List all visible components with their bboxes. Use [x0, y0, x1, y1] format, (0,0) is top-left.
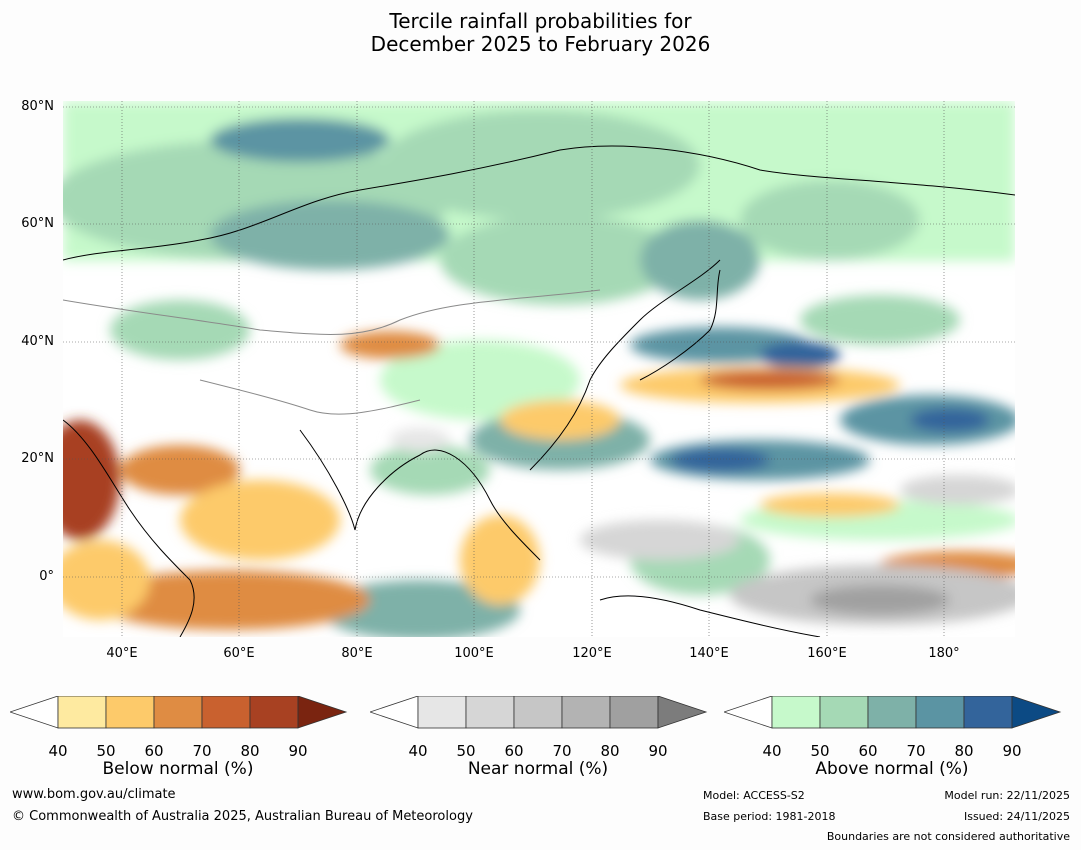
cb-near-tick: 50 — [456, 742, 476, 760]
cb-near-tick: 60 — [504, 742, 524, 760]
cb-above-tick: 90 — [1002, 742, 1022, 760]
cb-above-tick: 40 — [762, 742, 782, 760]
lon-label-40e: 40°E — [106, 646, 138, 661]
lon-label-160e: 160°E — [807, 646, 847, 661]
cb-above-seg-5 — [963, 696, 1013, 729]
cb-above-seg-6 — [1011, 696, 1062, 729]
map-field — [63, 101, 1015, 637]
cb-above-seg-0 — [724, 696, 773, 729]
cb-below-seg-6 — [297, 696, 348, 729]
lat-label-40n: 40°N — [21, 334, 54, 349]
cb-near-seg-1 — [417, 696, 467, 729]
lat-label-0: 0° — [39, 569, 54, 584]
cb-above-seg-2 — [819, 696, 869, 729]
lon-label-180: 180° — [928, 646, 960, 661]
issued-date: Issued: 24/11/2025 — [963, 810, 1070, 823]
cb-above-seg-1 — [771, 696, 821, 729]
cb-below-tick: 90 — [288, 742, 308, 760]
cb-below-tick: 60 — [144, 742, 164, 760]
lat-label-60n: 60°N — [21, 216, 54, 231]
cb-near-tick: 40 — [408, 742, 428, 760]
cb-below-seg-2 — [105, 696, 155, 729]
map-title-line-1: Tercile rainfall probabilities for — [389, 9, 692, 33]
boundaries-disclaimer: Boundaries are not considered authoritat… — [826, 830, 1070, 843]
cb-below-seg-0 — [10, 696, 59, 729]
cb-near-seg-5 — [609, 696, 659, 729]
model-run-date: Model run: 22/11/2025 — [944, 789, 1070, 802]
lon-label-100e: 100°E — [454, 646, 494, 661]
cb-below-label: Below normal (%) — [102, 759, 254, 779]
lon-label-120e: 120°E — [572, 646, 612, 661]
colorbar-above-normal — [724, 696, 1062, 729]
cb-below-seg-1 — [57, 696, 107, 729]
cb-below-seg-3 — [153, 696, 203, 729]
cb-near-seg-2 — [465, 696, 515, 729]
cb-above-tick: 70 — [906, 742, 926, 760]
cb-near-tick: 70 — [552, 742, 572, 760]
website-link[interactable]: www.bom.gov.au/climate — [12, 787, 176, 802]
cb-below-seg-5 — [249, 696, 299, 729]
cb-above-label: Above normal (%) — [815, 759, 969, 779]
cb-near-seg-3 — [513, 696, 563, 729]
cb-above-tick: 60 — [858, 742, 878, 760]
cb-below-tick: 50 — [96, 742, 116, 760]
lat-label-80n: 80°N — [21, 99, 54, 114]
base-period: Base period: 1981-2018 — [703, 810, 836, 823]
lon-label-60e: 60°E — [223, 646, 255, 661]
cb-below-tick: 40 — [48, 742, 68, 760]
cb-above-seg-3 — [867, 696, 917, 729]
lon-label-140e: 140°E — [689, 646, 729, 661]
colorbar-below-normal — [10, 696, 348, 729]
model-name: Model: ACCESS-S2 — [703, 789, 805, 802]
cb-below-tick: 70 — [192, 742, 212, 760]
cb-above-tick: 80 — [954, 742, 974, 760]
cb-below-seg-4 — [201, 696, 251, 729]
cb-near-seg-4 — [561, 696, 611, 729]
cb-near-seg-6 — [657, 696, 708, 729]
cb-below-tick: 80 — [240, 742, 260, 760]
cb-near-tick: 90 — [648, 742, 668, 760]
cb-near-label: Near normal (%) — [467, 759, 609, 779]
map-title-line-2: December 2025 to February 2026 — [370, 32, 711, 56]
cb-above-seg-4 — [915, 696, 965, 729]
colorbar-near-normal — [370, 696, 708, 729]
copyright-notice: © Commonwealth of Australia 2025, Austra… — [12, 809, 473, 824]
lat-label-20n: 20°N — [21, 451, 54, 466]
cb-near-tick: 80 — [600, 742, 620, 760]
cb-above-tick: 50 — [810, 742, 830, 760]
lon-label-80e: 80°E — [341, 646, 373, 661]
cb-near-seg-0 — [370, 696, 419, 729]
